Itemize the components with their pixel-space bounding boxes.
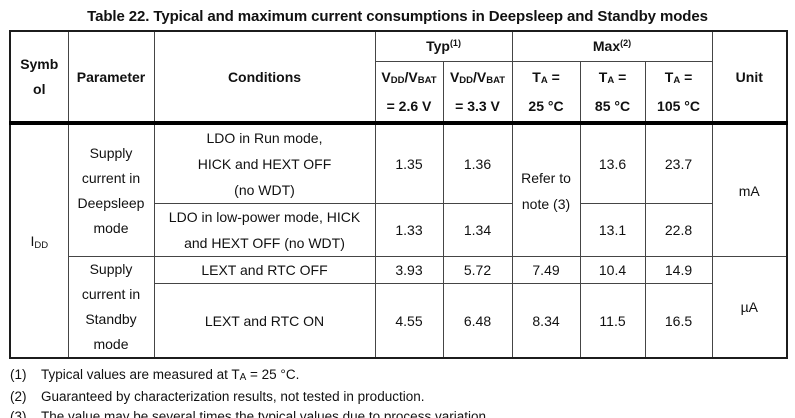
max-label: Max bbox=[592, 38, 621, 55]
cell-typ33-lowpower: 1.34 bbox=[442, 203, 513, 257]
cell-typ26-rtc-on: 4.55 bbox=[374, 283, 444, 359]
cell-max85-rtc-off: 10.4 bbox=[579, 255, 646, 285]
footnote-1-text: Typical values are measured at TA = 25 °… bbox=[41, 367, 300, 383]
header-max-group: Max(2) bbox=[511, 30, 713, 62]
footnote-1-number: (1) bbox=[10, 367, 27, 382]
ta-25-line1: TA = bbox=[532, 68, 560, 87]
header-symbol: Symbol bbox=[9, 30, 69, 124]
cell-max105-run: 23.7 bbox=[644, 121, 713, 204]
header-ta-25: TA = 25 °C bbox=[511, 60, 581, 124]
header-conditions: Conditions bbox=[153, 30, 376, 124]
cell-typ26-lowpower: 1.33 bbox=[374, 203, 444, 257]
cell-max85-run: 13.6 bbox=[579, 121, 646, 204]
cell-max25-rtc-off: 7.49 bbox=[511, 255, 581, 285]
footnote-2-number: (2) bbox=[10, 389, 27, 404]
cell-max85-rtc-on: 11.5 bbox=[579, 283, 646, 359]
typ-label: Typ bbox=[426, 38, 450, 55]
typ-footnote-ref: (1) bbox=[449, 38, 461, 49]
ta-85-line1: TA = bbox=[598, 68, 627, 87]
cell-max105-rtc-on: 16.5 bbox=[644, 283, 713, 359]
row-deepsleep-lowpower: LDO in low-power mode, HICK and HEXT OFF… bbox=[10, 203, 787, 257]
header-vdd-3v3: VDD/VBAT = 3.3 V bbox=[442, 60, 513, 124]
cell-typ26-rtc-off: 3.93 bbox=[374, 255, 444, 285]
row-standby-rtc-off: Supply current in Standby mode LEXT and … bbox=[10, 255, 788, 359]
cell-symbol-idd: IDD bbox=[9, 121, 69, 359]
cell-parameter-deepsleep: Supply current in Deepsleep mode bbox=[67, 121, 155, 257]
footnote-3-number: (3) bbox=[10, 409, 27, 418]
cell-max105-lowpower: 22.8 bbox=[644, 203, 713, 257]
vdd-3v3-line1: VDD/VBAT bbox=[449, 68, 506, 87]
footnote-2-text: Guaranteed by characterization results, … bbox=[41, 389, 425, 404]
footnote-3: (3) The value may be several times the t… bbox=[10, 407, 795, 418]
ta-105-line2: 105 °C bbox=[657, 97, 700, 114]
cell-max25-rtc-on: 8.34 bbox=[511, 283, 581, 359]
header-ta-105: TA = 105 °C bbox=[644, 60, 713, 124]
footnotes: (1) Typical values are measured at TA = … bbox=[10, 365, 795, 418]
cell-conditions-run-mode: LDO in Run mode, HICK and HEXT OFF (no W… bbox=[153, 121, 376, 204]
ta-25-line2: 25 °C bbox=[528, 97, 564, 114]
ta-85-line2: 85 °C bbox=[594, 97, 631, 114]
header-vdd-2v6: VDD/VBAT = 2.6 V bbox=[374, 60, 444, 124]
table-title: Table 22. Typical and maximum current co… bbox=[87, 8, 708, 25]
cell-typ33-run: 1.36 bbox=[442, 121, 513, 204]
footnote-3-text: The value may be several times the typic… bbox=[41, 409, 490, 418]
cell-parameter-standby: Supply current in Standby mode bbox=[67, 256, 155, 359]
row-deepsleep-run: IDD Supply current in Deepsleep mode LDO… bbox=[9, 121, 788, 359]
footnote-2: (2) Guaranteed by characterization resul… bbox=[10, 387, 795, 407]
vdd-2v6-line2: = 2.6 V bbox=[386, 97, 432, 114]
header-typ-group: Typ(1) bbox=[374, 30, 513, 62]
cell-conditions-rtc-off: LEXT and RTC OFF bbox=[153, 255, 376, 285]
max-footnote-ref: (2) bbox=[620, 38, 632, 49]
header-row-subcolumns: VDD/VBAT = 2.6 V VDD/VBAT = 3.3 V TA = 2… bbox=[10, 60, 787, 124]
ta-105-line1: TA = bbox=[664, 68, 693, 87]
header-row-groups: Symbol Parameter Conditions Typ(1) Max(2… bbox=[9, 30, 788, 124]
header-parameter: Parameter bbox=[67, 30, 155, 124]
cell-max25-refer-note: Refer to note (3) bbox=[511, 121, 581, 257]
header-unit: Unit bbox=[711, 30, 788, 124]
cell-typ33-rtc-off: 5.72 bbox=[442, 255, 513, 285]
current-consumption-table: Symbol Parameter Conditions Typ(1) Max(2… bbox=[9, 30, 789, 359]
cell-unit-ma: mA bbox=[711, 121, 788, 257]
footnote-1: (1) Typical values are measured at TA = … bbox=[10, 365, 795, 387]
header-symbol-label: Symbol bbox=[20, 55, 59, 97]
vdd-2v6-line1: VDD/VBAT bbox=[381, 68, 437, 87]
header-ta-85: TA = 85 °C bbox=[579, 60, 646, 124]
cell-max85-lowpower: 13.1 bbox=[579, 203, 646, 257]
cell-typ33-rtc-on: 6.48 bbox=[442, 283, 513, 359]
row-standby-rtc-on: LEXT and RTC ON 4.55 6.48 8.34 11.5 16.5 bbox=[10, 283, 787, 359]
cell-unit-ua: µA bbox=[711, 256, 788, 359]
cell-conditions-lowpower: LDO in low-power mode, HICK and HEXT OFF… bbox=[153, 203, 376, 257]
vdd-3v3-line2: = 3.3 V bbox=[455, 97, 500, 114]
cell-max105-rtc-off: 14.9 bbox=[644, 255, 713, 285]
cell-typ26-run: 1.35 bbox=[374, 121, 444, 204]
cell-conditions-rtc-on: LEXT and RTC ON bbox=[153, 283, 376, 359]
